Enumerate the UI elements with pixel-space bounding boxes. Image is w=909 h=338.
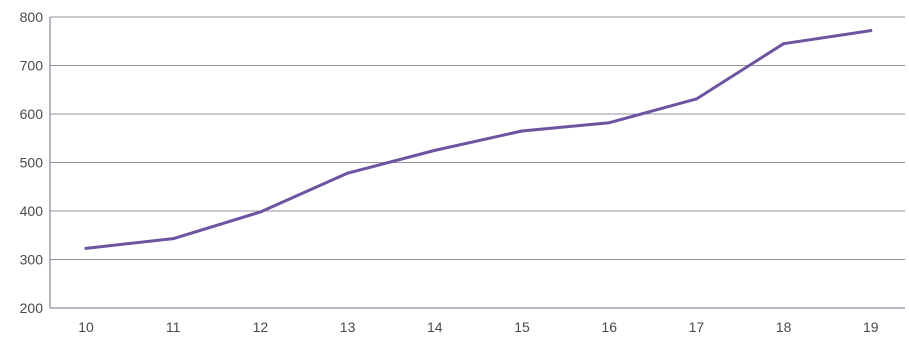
gridlines: [50, 16, 905, 260]
x-tick-label-18: 18: [776, 319, 792, 335]
y-axis-tick-labels: 200 300 400 500 600 700 800: [20, 9, 44, 316]
y-tick-label-600: 600: [20, 106, 44, 122]
x-tick-label-13: 13: [340, 319, 356, 335]
y-tick-label-200: 200: [20, 300, 44, 316]
x-tick-label-17: 17: [689, 319, 705, 335]
y-tick-label-800: 800: [20, 9, 44, 25]
data-point-14: [433, 148, 437, 152]
x-tick-label-15: 15: [514, 319, 530, 335]
data-point-11: [171, 237, 175, 241]
data-point-17: [694, 97, 698, 101]
x-axis-tick-labels: 10 11 12 13 14 15 16 17 18 19: [78, 319, 879, 335]
x-axis: [49, 17, 905, 309]
data-point-18: [782, 42, 786, 46]
data-point-19: [869, 29, 873, 33]
y-tick-label-500: 500: [20, 155, 44, 171]
y-tick-label-700: 700: [20, 58, 44, 74]
data-point-12: [258, 210, 262, 214]
data-point-13: [346, 171, 350, 175]
series-layer: [84, 29, 873, 250]
y-tick-label-300: 300: [20, 252, 44, 268]
x-tick-label-11: 11: [166, 319, 181, 335]
x-tick-label-16: 16: [601, 319, 617, 335]
x-tick-label-14: 14: [427, 319, 443, 335]
x-tick-label-10: 10: [78, 319, 94, 335]
y-tick-label-400: 400: [20, 203, 44, 219]
data-point-15: [520, 129, 524, 133]
series-line-0: [84, 29, 873, 250]
x-tick-label-12: 12: [253, 319, 269, 335]
data-point-16: [607, 121, 611, 125]
data-point-10: [84, 246, 88, 250]
x-tick-label-19: 19: [863, 319, 879, 335]
